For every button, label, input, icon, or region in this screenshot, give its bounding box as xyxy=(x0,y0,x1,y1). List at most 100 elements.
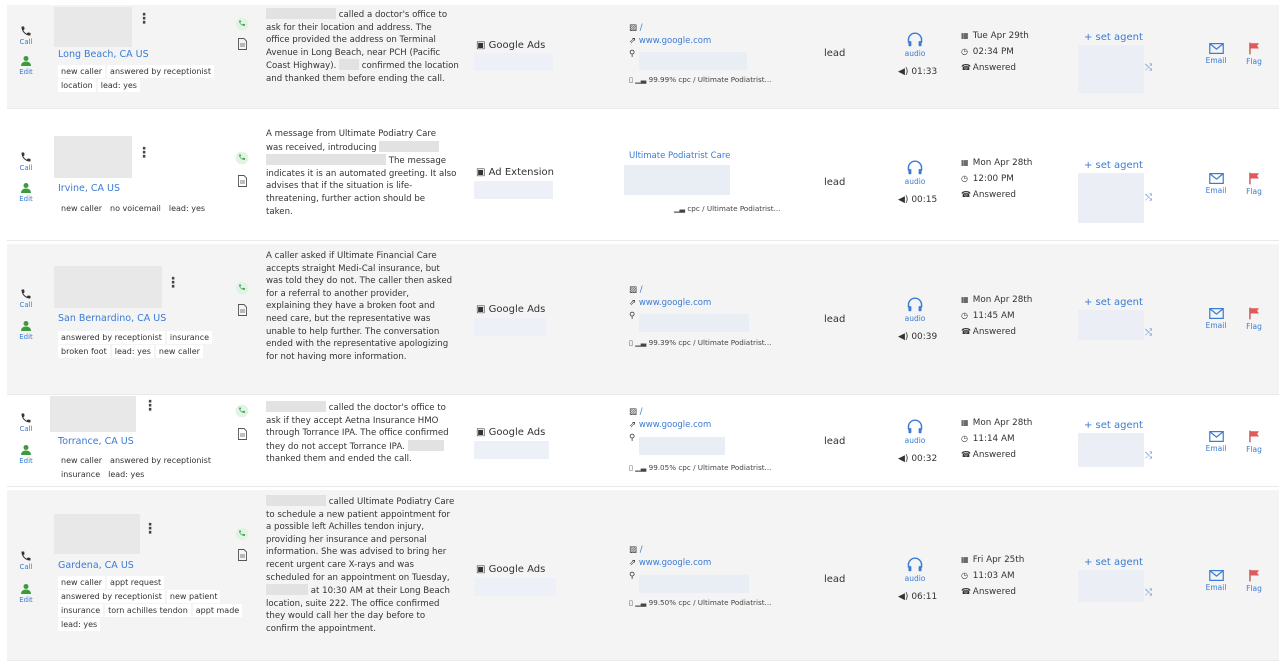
caller-location[interactable]: San Bernardino, CA US xyxy=(58,313,167,324)
call-button[interactable]: Call xyxy=(15,412,37,433)
edit-button[interactable]: Edit xyxy=(15,583,37,604)
edit-button[interactable]: Edit xyxy=(15,182,37,203)
transcript-icon[interactable] xyxy=(237,428,248,443)
call-summary: called the doctor's office to ask if the… xyxy=(266,401,449,465)
call-button[interactable]: Call xyxy=(15,288,37,309)
caller-location[interactable]: Irvine, CA US xyxy=(58,183,121,194)
call-button[interactable]: Call xyxy=(15,151,37,172)
edit-label: Edit xyxy=(19,457,33,465)
caller-location[interactable]: Long Beach, CA US xyxy=(58,49,149,60)
flag-button[interactable]: Flag xyxy=(1242,172,1266,196)
caller-location[interactable]: Torrance, CA US xyxy=(58,436,134,447)
tag[interactable]: insurance xyxy=(166,331,213,344)
transcript-icon[interactable] xyxy=(237,304,248,319)
table-row: Call Edit ⋮ San Bernardino, CA US answer… xyxy=(7,244,1279,395)
image-icon: ▨ xyxy=(629,23,638,33)
device-icon: ▯ xyxy=(629,598,633,607)
call-button[interactable]: Call xyxy=(15,25,37,46)
shuffle-icon[interactable]: ⤭ xyxy=(1145,451,1153,461)
envelope-icon xyxy=(1208,431,1224,442)
tag[interactable]: lead: yes xyxy=(58,618,101,631)
more-options-icon[interactable]: ⋮ xyxy=(166,275,180,291)
tag[interactable]: answered by receptionist xyxy=(58,590,165,603)
set-agent-link[interactable]: + set agent xyxy=(1084,297,1143,308)
volume-icon: ◀) xyxy=(898,67,909,77)
caller-location[interactable]: Gardena, CA US xyxy=(58,560,134,571)
external-link-icon: ⇗ xyxy=(629,298,637,308)
caller-id-redacted xyxy=(54,7,132,47)
more-options-icon[interactable]: ⋮ xyxy=(137,145,151,161)
set-agent-link[interactable]: + set agent xyxy=(1084,420,1143,431)
tag[interactable]: lead: yes xyxy=(165,202,209,215)
tag[interactable]: appt request xyxy=(107,576,165,589)
landing-title[interactable]: Ultimate Podiatrist Care xyxy=(629,151,731,161)
cpc-info: ▯ ▁▃ 99.05% cpc / Ultimate Podiatrist... xyxy=(629,463,772,472)
email-button[interactable]: Email xyxy=(1202,173,1230,195)
shuffle-icon[interactable]: ⤭ xyxy=(1145,588,1153,598)
tag[interactable]: location xyxy=(58,79,96,92)
flag-button[interactable]: Flag xyxy=(1242,430,1266,454)
tag[interactable]: lead: yes xyxy=(97,79,140,92)
landing-url[interactable]: www.google.com xyxy=(638,298,712,308)
audio-button[interactable]: audio xyxy=(895,296,935,323)
location-pin-icon: ⚲ xyxy=(629,49,636,59)
email-button[interactable]: Email xyxy=(1202,308,1230,330)
landing-url[interactable]: www.google.com xyxy=(638,420,712,430)
headphones-icon xyxy=(907,32,923,47)
edit-button[interactable]: Edit xyxy=(15,444,37,465)
tag[interactable]: answered by receptionist xyxy=(107,454,214,467)
tag[interactable]: new patient xyxy=(166,590,221,603)
source-redacted xyxy=(474,578,556,596)
email-button[interactable]: Email xyxy=(1202,431,1230,453)
edit-button[interactable]: Edit xyxy=(15,55,37,76)
shuffle-icon[interactable]: ⤭ xyxy=(1145,328,1153,338)
tag[interactable]: insurance xyxy=(58,604,104,617)
traffic-source: ▣ Google Ads xyxy=(476,427,546,438)
audio-button[interactable]: audio xyxy=(895,159,935,186)
tag[interactable]: answered by receptionist xyxy=(107,65,214,78)
more-options-icon[interactable]: ⋮ xyxy=(143,521,157,537)
tag[interactable]: new caller xyxy=(155,345,203,358)
landing-url[interactable]: www.google.com xyxy=(638,36,712,46)
flag-button[interactable]: Flag xyxy=(1242,42,1266,66)
flag-button[interactable]: Flag xyxy=(1242,307,1266,331)
set-agent-link[interactable]: + set agent xyxy=(1084,32,1143,43)
set-agent-link[interactable]: + set agent xyxy=(1084,160,1143,171)
traffic-source: ▣ Ad Extension xyxy=(476,167,554,178)
tag[interactable]: no voicemail xyxy=(107,202,164,215)
tag[interactable]: answered by receptionist xyxy=(58,331,165,344)
landing-url[interactable]: www.google.com xyxy=(638,558,712,568)
tag[interactable]: appt made xyxy=(192,604,243,617)
tag[interactable]: new caller xyxy=(58,65,106,78)
ad-icon: ▣ xyxy=(476,564,486,575)
tag[interactable]: insurance xyxy=(58,468,104,481)
tag[interactable]: new caller xyxy=(58,202,106,215)
shuffle-icon[interactable]: ⤭ xyxy=(1145,63,1153,73)
transcript-icon[interactable] xyxy=(237,175,248,190)
tag[interactable]: lead: yes xyxy=(105,468,148,481)
transcript-icon[interactable] xyxy=(237,549,248,564)
headphones-icon xyxy=(907,419,923,434)
tag[interactable]: lead: yes xyxy=(111,345,154,358)
edit-button[interactable]: Edit xyxy=(15,320,37,341)
more-options-icon[interactable]: ⋮ xyxy=(137,11,151,27)
set-agent-link[interactable]: + set agent xyxy=(1084,557,1143,568)
email-button[interactable]: Email xyxy=(1202,43,1230,65)
audio-button[interactable]: audio xyxy=(895,418,935,445)
transcript-icon[interactable] xyxy=(237,38,248,53)
caller-id-redacted xyxy=(54,266,162,308)
tag[interactable]: broken foot xyxy=(58,345,110,358)
audio-button[interactable]: audio xyxy=(895,556,935,583)
audio-button[interactable]: audio xyxy=(895,31,935,58)
flag-button[interactable]: Flag xyxy=(1242,569,1266,593)
call-button[interactable]: Call xyxy=(15,550,37,571)
tag[interactable]: new caller xyxy=(58,454,106,467)
landing-redacted xyxy=(639,314,749,332)
tag[interactable]: torn achilles tendon xyxy=(105,604,191,617)
cpc-info: ▯ ▁▃ 99.39% cpc / Ultimate Podiatrist... xyxy=(629,338,772,347)
tag[interactable]: new caller xyxy=(58,576,106,589)
more-options-icon[interactable]: ⋮ xyxy=(143,398,157,414)
email-button[interactable]: Email xyxy=(1202,570,1230,592)
shuffle-icon[interactable]: ⤭ xyxy=(1145,193,1153,203)
